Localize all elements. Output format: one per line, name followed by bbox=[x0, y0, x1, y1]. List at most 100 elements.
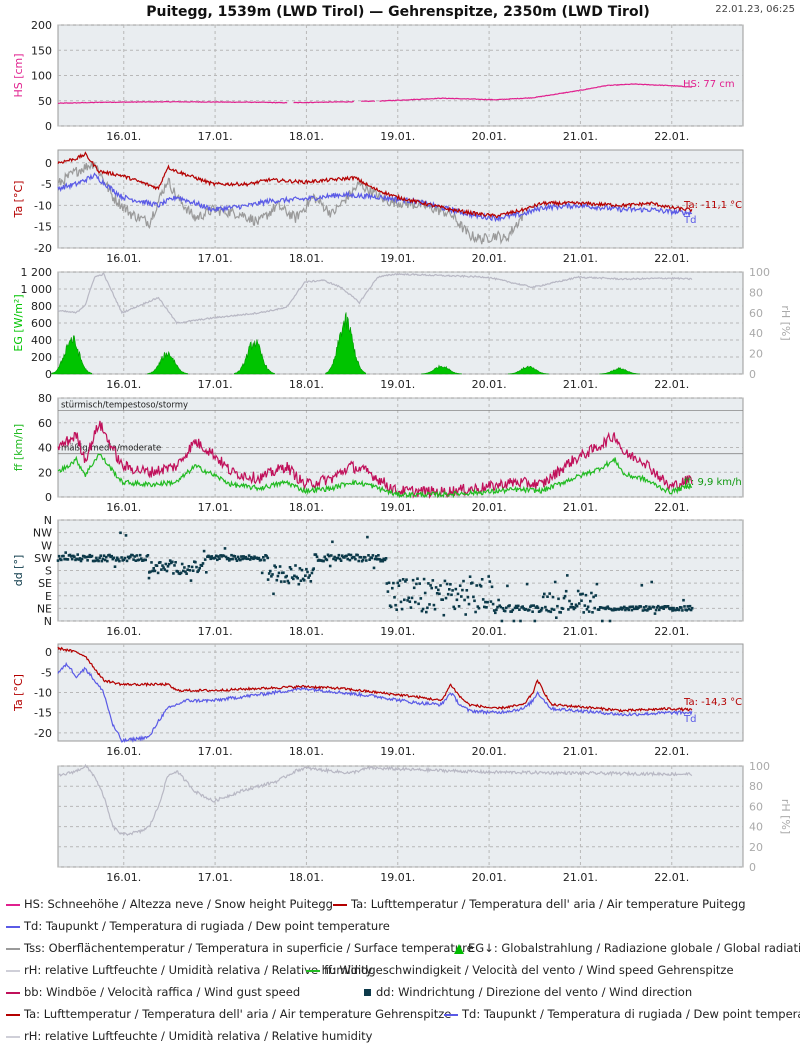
dd-point bbox=[536, 606, 540, 610]
dd-point bbox=[644, 605, 648, 608]
dd-point bbox=[393, 596, 396, 599]
dd-point bbox=[370, 556, 374, 560]
dd-point bbox=[566, 574, 569, 577]
legend-item: bb: Windböe / Velocità raffica / Wind gu… bbox=[6, 985, 300, 999]
dd-point bbox=[357, 559, 360, 563]
dd-point bbox=[333, 555, 336, 559]
dd-point bbox=[165, 569, 169, 573]
dd-point bbox=[600, 606, 603, 609]
dd-point bbox=[108, 553, 111, 557]
dd-point bbox=[115, 556, 119, 560]
dd-point bbox=[658, 608, 661, 612]
dd-point bbox=[473, 599, 476, 603]
radiation-area bbox=[51, 335, 93, 375]
dd-point bbox=[496, 605, 499, 609]
dd-point bbox=[648, 605, 651, 609]
dd-point bbox=[465, 589, 469, 592]
dd-point bbox=[524, 607, 528, 611]
chart-panels: 16.01. 17.01. 18.01. 19.01. 20.01. 21.01. 22.0… bbox=[12, 19, 792, 884]
y-tick-label: 40 bbox=[38, 442, 52, 455]
dd-point bbox=[409, 606, 413, 609]
y-tick-label: 600 bbox=[31, 317, 52, 330]
dd-point bbox=[122, 558, 126, 562]
dd-point bbox=[233, 555, 237, 558]
x-tick-label: 16.01. bbox=[106, 501, 141, 514]
dd-point bbox=[531, 610, 534, 613]
dd-point bbox=[248, 558, 252, 561]
dd-point bbox=[511, 608, 515, 612]
dd-point bbox=[556, 604, 559, 608]
threshold-label: mäßig/media/moderate bbox=[61, 444, 161, 454]
dd-point bbox=[525, 582, 529, 586]
y-tick-label: -20 bbox=[34, 727, 52, 740]
dd-point bbox=[314, 553, 318, 556]
ff-value-label: ff: 9,9 km/h bbox=[684, 477, 742, 488]
dd-point bbox=[66, 558, 70, 561]
legend-label: EG↓: Globalstrahlung / Radiazione global… bbox=[468, 941, 800, 955]
dd-point bbox=[117, 558, 120, 561]
dd-point bbox=[87, 555, 90, 558]
x-tick-label: 19.01. bbox=[380, 130, 415, 143]
dd-point bbox=[163, 568, 166, 571]
dd-point bbox=[578, 602, 581, 605]
dd-point bbox=[85, 555, 88, 559]
dd-point bbox=[310, 571, 314, 575]
dd-point bbox=[197, 569, 200, 572]
dd-point bbox=[266, 556, 269, 560]
dd-point bbox=[297, 582, 301, 586]
y-tick-label: 0 bbox=[45, 646, 52, 659]
dd-point bbox=[488, 580, 492, 583]
y-axis-label-right: rH [%] bbox=[779, 799, 792, 834]
dd-point bbox=[505, 606, 508, 610]
dd-point bbox=[263, 558, 266, 562]
dd-point bbox=[78, 557, 82, 560]
dd-point bbox=[412, 586, 416, 590]
dd-point bbox=[631, 605, 635, 608]
dd-point bbox=[426, 606, 429, 610]
dd-point bbox=[64, 551, 67, 554]
dd-point bbox=[586, 605, 590, 609]
dd-point bbox=[196, 570, 199, 574]
x-tick-label: 18.01. bbox=[289, 745, 324, 758]
y-tick-label: 150 bbox=[31, 44, 52, 57]
y-tick-label: NW bbox=[33, 527, 52, 540]
dd-point bbox=[287, 581, 291, 585]
dd-point bbox=[532, 604, 535, 607]
dd-point bbox=[601, 619, 604, 623]
dd-point bbox=[452, 605, 455, 609]
y-tick-label: -5 bbox=[41, 178, 52, 191]
dd-point bbox=[86, 559, 89, 562]
series-hs-line bbox=[57, 100, 288, 105]
y-tick-label: 0 bbox=[45, 491, 52, 504]
legend-item: Td: Taupunkt / Temperatura di rugiada / … bbox=[444, 1007, 800, 1021]
dd-point bbox=[144, 558, 147, 562]
threshold-label: stürmisch/tempestoso/stormy bbox=[61, 400, 188, 410]
dd-point bbox=[95, 556, 98, 560]
dd-point bbox=[346, 557, 349, 561]
dd-point bbox=[347, 553, 351, 556]
dd-point bbox=[435, 592, 439, 595]
dd-point bbox=[433, 607, 437, 611]
dd-point bbox=[580, 599, 583, 602]
dd-point bbox=[650, 580, 653, 584]
dd-point bbox=[404, 580, 407, 583]
dd-point bbox=[160, 568, 163, 571]
legend-item: Td: Taupunkt / Temperatura di rugiada / … bbox=[6, 919, 390, 933]
dd-point bbox=[501, 607, 505, 610]
dd-point bbox=[298, 567, 302, 570]
dd-point bbox=[185, 572, 188, 575]
dd-point bbox=[541, 595, 545, 599]
dd-point bbox=[167, 562, 171, 566]
dd-point bbox=[597, 608, 601, 611]
dd-point bbox=[146, 554, 150, 557]
dd-point bbox=[234, 557, 238, 561]
dd-point bbox=[366, 535, 369, 539]
dd-point bbox=[309, 580, 313, 583]
x-tick-label: 16.01. bbox=[106, 625, 141, 638]
y-tick-label-right: 80 bbox=[749, 286, 763, 299]
y-tick-label: 800 bbox=[31, 300, 52, 313]
y-tick-label-right: 80 bbox=[749, 780, 763, 793]
dd-point bbox=[495, 608, 498, 612]
dd-point bbox=[349, 553, 353, 557]
dd-point bbox=[202, 549, 206, 553]
